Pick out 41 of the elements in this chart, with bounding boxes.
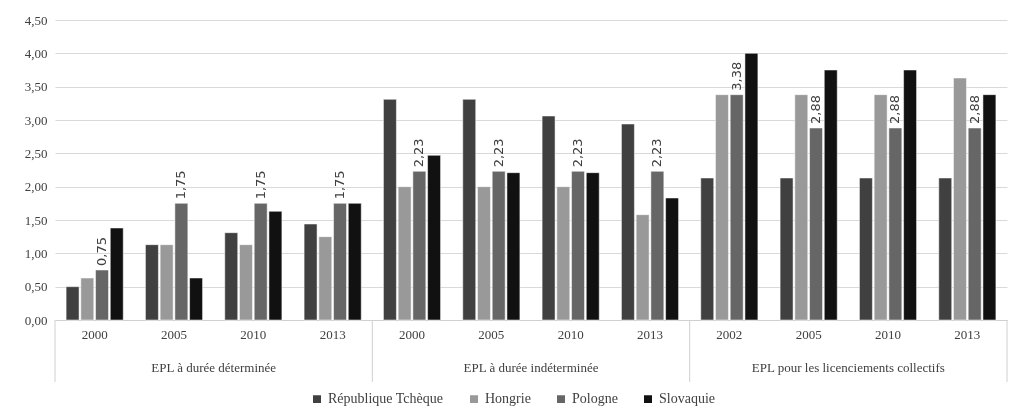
data-label: 2,23: [411, 138, 427, 168]
text: EPL à durée déterminée: [151, 360, 277, 375]
x-tick-label: 2013: [319, 326, 346, 342]
x-tick-label: 2000: [81, 326, 108, 342]
x-tick-label: 2005: [478, 326, 505, 342]
text: EPL pour les licenciements collectifs: [751, 360, 945, 375]
text: EPL à durée indéterminée: [463, 360, 599, 375]
y-tick-label: 4,00: [24, 45, 48, 61]
data-label: 2,88: [808, 95, 824, 124]
x-tick-label: 2005: [161, 326, 187, 342]
x-tick-label: 2013: [637, 326, 663, 342]
data-label: 1,75: [332, 170, 348, 200]
data-label: 1,75: [173, 170, 189, 200]
x-tick-label: 2005: [795, 326, 822, 342]
y-tick-label: 2,00: [24, 179, 48, 195]
legend-label: Slovaquie: [659, 391, 715, 407]
x-tick-label: 2000: [399, 326, 425, 342]
y-tick-label: 3,50: [24, 79, 48, 95]
data-label: 2,23: [570, 138, 586, 168]
x-tick-label: 2010: [557, 326, 584, 342]
x-tick-label: 2002: [716, 326, 743, 342]
data-label: 1,75: [252, 170, 268, 200]
y-tick-label: 0,00: [24, 312, 48, 328]
x-tick-label: 2010: [240, 326, 267, 342]
y-tick-label: 4,50: [24, 12, 48, 28]
data-label: 0,75: [94, 237, 110, 266]
legend-label: Pologne: [572, 391, 618, 407]
y-tick-label: 2,50: [24, 145, 48, 161]
data-label: 2,23: [649, 138, 665, 168]
data-label: 2,88: [966, 95, 982, 124]
y-tick-label: 1,00: [24, 245, 48, 261]
data-label: 2,23: [490, 138, 506, 168]
data-label: 3,38: [728, 61, 744, 91]
y-tick-label: 0,50: [24, 279, 48, 295]
legend-label: Hongrie: [485, 391, 531, 407]
x-tick-label: 2013: [954, 326, 981, 342]
y-tick-label: 1,50: [24, 212, 48, 228]
legend-label: République Tchèque: [328, 391, 444, 407]
x-tick-label: 2010: [875, 326, 901, 342]
data-label: 2,88: [887, 95, 903, 124]
y-tick-label: 3,00: [24, 112, 48, 128]
